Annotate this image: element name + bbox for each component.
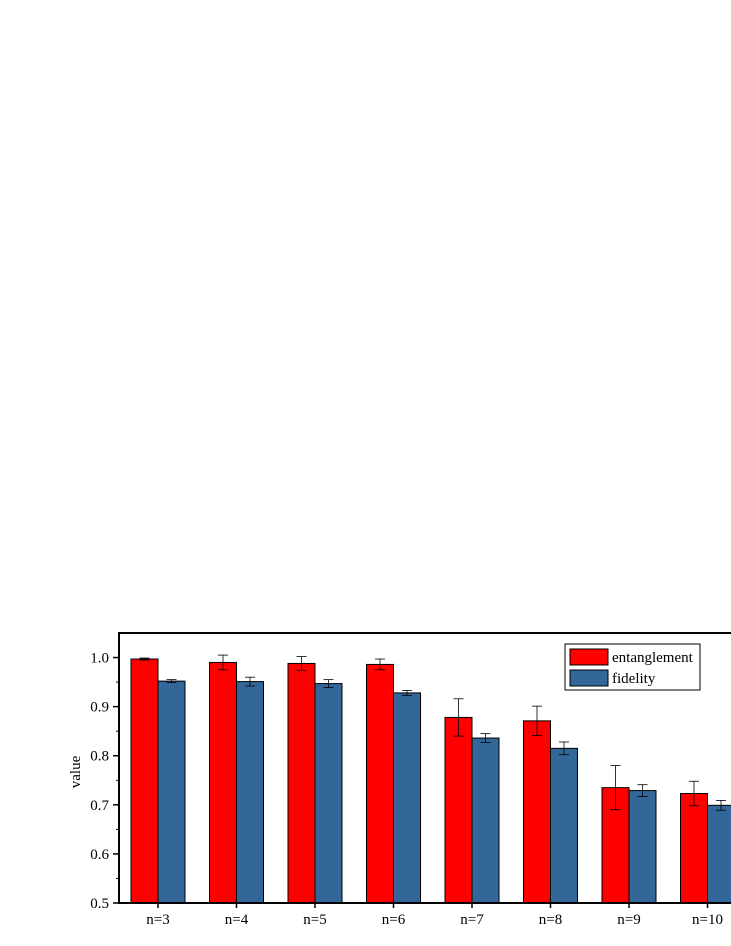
- bar-entanglement-n=7: [444, 716, 473, 904]
- bar-entanglement-n=3: [130, 658, 159, 904]
- bar-entanglement-n=6: [366, 663, 394, 904]
- x-tick-label: n=4: [225, 912, 249, 928]
- bar-entanglement-n=8: [523, 720, 551, 904]
- y-tick-label: 0.6: [90, 847, 109, 863]
- x-tick-label: n=3: [146, 912, 169, 928]
- error-bar-fidelity-n=8: [559, 741, 569, 756]
- x-tick-label: n=8: [539, 912, 562, 928]
- error-bar-entanglement-n=5: [296, 656, 307, 671]
- error-bar-entanglement-n=7: [453, 698, 464, 737]
- bar-fidelity-n=9: [628, 790, 657, 904]
- plot-area: [130, 654, 731, 904]
- y-tick-label: 0.9: [90, 700, 109, 716]
- y-tick-label: 0.8: [90, 749, 109, 765]
- plot-frame: [118, 632, 731, 904]
- error-bar-fidelity-n=4: [245, 676, 255, 687]
- error-bar-entanglement-n=9: [610, 765, 621, 811]
- x-tick-label: n=9: [617, 912, 640, 928]
- error-bar-fidelity-n=9: [637, 784, 648, 797]
- error-bar-entanglement-n=10: [689, 780, 699, 807]
- error-bar-entanglement-n=4: [218, 654, 228, 671]
- legend: entanglement fidelity: [564, 643, 701, 691]
- bar-fidelity-n=8: [550, 747, 578, 904]
- legend-label-fidelity: fidelity: [612, 671, 656, 687]
- bar-fidelity-n=7: [471, 737, 500, 904]
- x-tick-label: n=7: [460, 912, 484, 928]
- x-tick-label: n=10: [692, 912, 723, 928]
- legend-swatch-fidelity: [569, 669, 609, 687]
- error-bar-fidelity-n=5: [323, 679, 334, 688]
- bar-fidelity-n=10: [707, 804, 731, 904]
- bar-entanglement-n=10: [680, 793, 708, 904]
- error-bar-entanglement-n=6: [375, 658, 385, 671]
- legend-swatch-entanglement: [569, 648, 609, 666]
- y-tick-label: 1.0: [90, 651, 109, 667]
- bar-fidelity-n=3: [157, 680, 186, 904]
- bar-entanglement-n=5: [287, 662, 316, 904]
- error-bar-fidelity-n=3: [166, 679, 177, 683]
- error-bar-fidelity-n=6: [402, 690, 412, 696]
- error-bar-entanglement-n=3: [139, 657, 150, 661]
- bar-fidelity-n=4: [236, 681, 264, 904]
- bar-fidelity-n=6: [393, 692, 421, 904]
- error-bar-fidelity-n=7: [480, 733, 491, 743]
- y-tick-label: 0.5: [90, 896, 109, 912]
- y-axis-title: value: [68, 755, 84, 788]
- x-tick-label: n=5: [303, 912, 326, 928]
- y-tick-label: 0.7: [90, 798, 109, 814]
- axes: value n=3 n=4 n=5 n=6 n=7 n=8 n=9 n=10 0.5 0.6 0.7…: [68, 632, 731, 928]
- error-bar-fidelity-n=10: [716, 800, 726, 811]
- x-tick-label: n=6: [382, 912, 406, 928]
- bar-entanglement-n=4: [209, 661, 237, 904]
- error-bar-entanglement-n=8: [532, 705, 542, 736]
- legend-label-entanglement: entanglement: [612, 650, 694, 666]
- bar-fidelity-n=5: [314, 683, 343, 904]
